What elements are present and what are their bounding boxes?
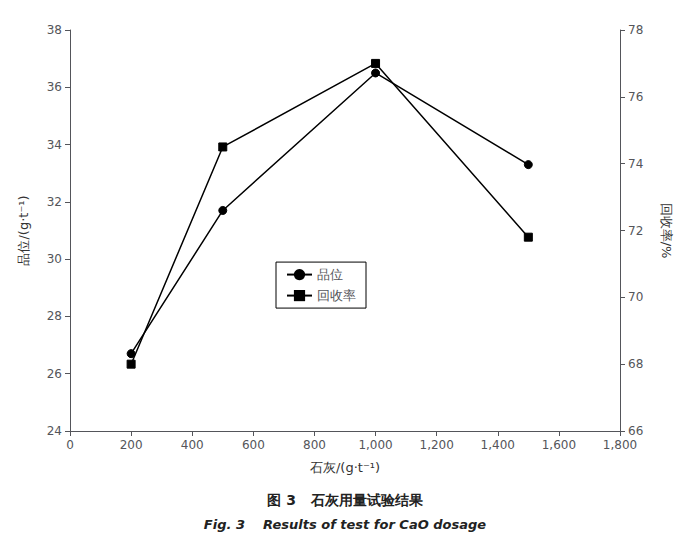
svg-text:200: 200 <box>120 438 143 452</box>
svg-text:品位: 品位 <box>317 267 343 282</box>
svg-text:74: 74 <box>628 157 643 171</box>
svg-text:28: 28 <box>47 309 62 323</box>
svg-text:24: 24 <box>47 424 62 438</box>
svg-text:66: 66 <box>628 424 643 438</box>
svg-text:38: 38 <box>47 23 62 37</box>
svg-text:1,600: 1,600 <box>542 438 576 452</box>
svg-text:32: 32 <box>47 195 62 209</box>
svg-text:0: 0 <box>66 438 74 452</box>
svg-text:1,800: 1,800 <box>603 438 637 452</box>
svg-text:76: 76 <box>628 90 643 104</box>
svg-text:1,000: 1,000 <box>358 438 392 452</box>
svg-text:回收率: 回收率 <box>317 288 356 303</box>
svg-text:Fig. 3 Results of test for: Fig. 3 Results of test for CaO dosage <box>204 517 486 532</box>
svg-text:1,200: 1,200 <box>419 438 453 452</box>
svg-text:78: 78 <box>628 23 643 37</box>
svg-text:400: 400 <box>181 438 204 452</box>
svg-text:34: 34 <box>47 138 62 152</box>
svg-text:回收率/%: 回收率/% <box>659 203 674 259</box>
svg-text:800: 800 <box>303 438 326 452</box>
svg-text:品位/(g·t⁻¹): 品位/(g·t⁻¹) <box>16 195 31 265</box>
svg-text:70: 70 <box>628 290 643 304</box>
svg-text:36: 36 <box>47 80 62 94</box>
svg-text:600: 600 <box>242 438 265 452</box>
svg-text:30: 30 <box>47 252 62 266</box>
svg-text:68: 68 <box>628 357 643 371</box>
svg-text:1,400: 1,400 <box>481 438 515 452</box>
svg-text:26: 26 <box>47 367 62 381</box>
svg-text:图 3 石灰用量试验结果: 图 3 石灰用量试验结果 <box>267 492 423 508</box>
svg-text:石灰/(g·t⁻¹): 石灰/(g·t⁻¹) <box>310 460 380 475</box>
svg-text:72: 72 <box>628 224 643 238</box>
